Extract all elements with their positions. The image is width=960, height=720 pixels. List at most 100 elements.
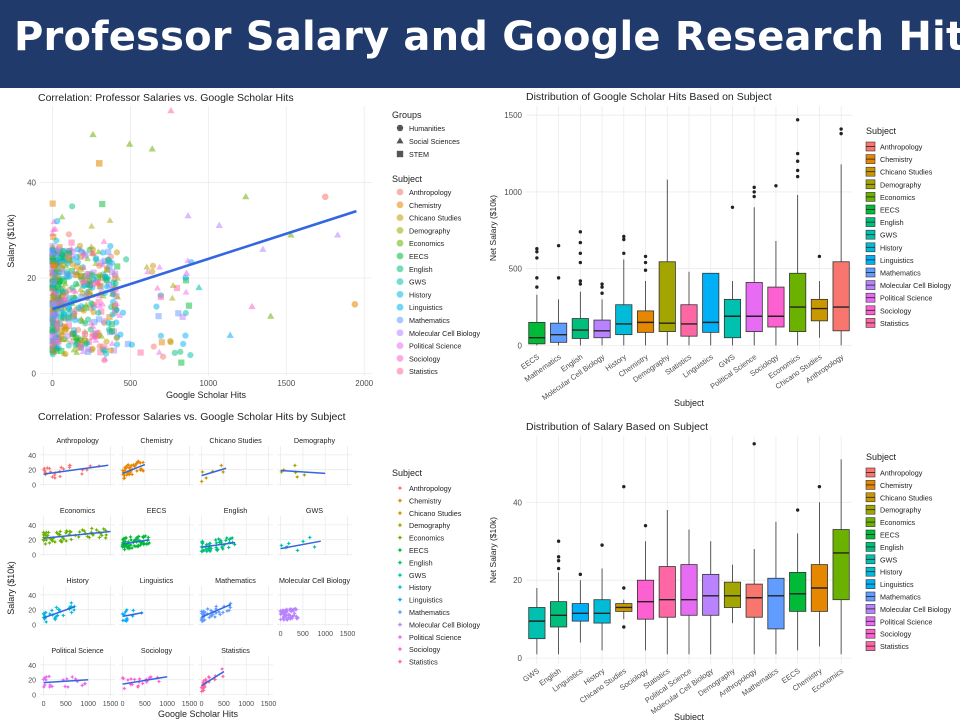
data-point-english: ✦	[206, 544, 212, 552]
legend-label: Political Science	[409, 342, 461, 351]
data-point-statistics	[167, 106, 175, 114]
facet-strip-label: English	[224, 506, 248, 515]
regression-line	[43, 530, 111, 539]
data-point-molecular-cell-biology: ✦	[278, 607, 284, 615]
data-point-molecular-cell-biology: ✦	[281, 614, 287, 622]
data-point-history	[64, 260, 71, 267]
data-point-english	[123, 256, 130, 263]
data-point-statistics	[97, 349, 104, 356]
data-point-economics: ✦	[68, 528, 74, 536]
data-point-english: ✦	[216, 535, 222, 543]
data-point-statistics	[68, 239, 75, 246]
data-point-anthropology	[99, 343, 106, 350]
outlier-point	[578, 279, 583, 283]
data-point-demography	[88, 222, 95, 229]
data-point-statistics	[137, 349, 144, 356]
data-point-eecs: ✦	[134, 534, 140, 542]
legend-title: Subject	[866, 126, 897, 136]
data-point-history: ✦	[68, 603, 74, 611]
x-tick-label: 1000	[238, 701, 254, 708]
data-point-eecs	[59, 254, 66, 261]
data-point-political-science	[49, 309, 56, 316]
data-point-eecs: ✦	[120, 542, 126, 550]
data-point-history: ✦	[52, 615, 58, 623]
y-tick-label: 0	[32, 693, 36, 700]
box-body	[528, 607, 546, 640]
data-point-eecs	[58, 347, 65, 355]
data-point-political-science	[116, 311, 124, 318]
data-point-anthropology: ✦	[80, 466, 86, 474]
box-molecular-cell-biology	[593, 282, 611, 346]
data-point-eecs	[49, 258, 57, 265]
data-point-chemistry: ✦	[138, 466, 144, 474]
data-point-chemistry: ✦	[129, 462, 135, 470]
legend-label: Economics	[409, 534, 445, 543]
data-point-english: ✦	[214, 546, 220, 554]
legend-label: EECS	[880, 531, 900, 540]
data-point-statistics: ✦	[200, 682, 206, 690]
data-point-molecular-cell-biology: ✦	[278, 608, 284, 616]
facet-sociology: Sociology050010001500✦✦✦✦✦✦✦✦✦✦✦✦✦✦✦✦✦✦✦…	[119, 646, 197, 708]
data-point-eecs: ✦	[125, 544, 131, 552]
data-point-english: ✦	[218, 537, 224, 545]
data-point-demography	[77, 285, 85, 292]
legend-key-mathematics	[396, 316, 404, 324]
data-point-history: ✦	[71, 607, 77, 615]
data-point-history: ✦	[53, 613, 59, 621]
data-point-chemistry: ✦	[133, 460, 139, 468]
x-tick-label: 1500	[103, 701, 119, 708]
box-statistics	[658, 510, 676, 655]
outlier-point	[839, 131, 843, 136]
x-tick-label: 500	[139, 701, 151, 708]
data-point-eecs: ✦	[125, 545, 131, 553]
legend-key-gws	[396, 278, 404, 285]
legend-key-stem	[396, 150, 404, 158]
data-point-eecs: ✦	[120, 539, 126, 547]
data-point-anthropology: ✦	[79, 470, 85, 478]
data-point-eecs	[108, 321, 115, 328]
data-point-chemistry	[74, 263, 81, 270]
y-tick-label: 1500	[504, 111, 522, 120]
data-point-sociology: ✦	[125, 676, 131, 684]
data-point-english	[112, 280, 119, 287]
data-point-eecs: ✦	[127, 545, 133, 553]
data-point-demography	[143, 263, 151, 270]
data-point-mathematics	[52, 312, 59, 320]
data-point-chemistry: ✦	[123, 465, 129, 473]
legend-label: Economics	[409, 239, 445, 248]
legend-label: Molecular Cell Biology	[409, 329, 480, 338]
x-tick-label: 1000	[199, 379, 217, 388]
data-point-eecs: ✦	[145, 541, 151, 549]
outlier-point	[556, 539, 561, 543]
data-point-eecs: ✦	[120, 543, 126, 551]
regression-line	[122, 676, 168, 685]
box-sociology	[636, 523, 655, 651]
data-point-molecular-cell-biology: ✦	[292, 605, 298, 613]
outlier-point	[556, 555, 561, 559]
data-point-chemistry: ✦	[121, 472, 127, 480]
data-point-eecs: ✦	[135, 542, 141, 550]
data-point-chemistry: ✦	[126, 464, 132, 472]
data-point-linguistics	[49, 247, 56, 254]
legend-key-gws: ✦	[397, 571, 404, 580]
box-body	[702, 573, 720, 616]
outlier-point	[600, 285, 604, 289]
data-point-anthropology: ✦	[43, 471, 49, 479]
data-point-history: ✦	[43, 619, 49, 627]
legend: Subject ✦ Anthropology ✦ Chemistry ✦ Chicano S…	[392, 468, 480, 667]
grid-layer: 0 500 1000 1500	[119, 656, 197, 708]
data-point-gws: ✦	[312, 544, 318, 552]
legend-label: Linguistics	[880, 256, 914, 265]
data-point-eecs: ✦	[120, 543, 126, 551]
data-point-anthropology: ✦	[41, 465, 47, 473]
data-point-linguistics	[180, 340, 187, 347]
data-point-english: ✦	[206, 547, 212, 555]
data-point-political-science	[89, 281, 96, 287]
data-point-economics: ✦	[54, 529, 60, 537]
data-point-economics: ✦	[90, 531, 96, 539]
box-body	[636, 310, 655, 333]
legend-label: GWS	[880, 555, 897, 564]
data-point-mathematics	[58, 268, 65, 275]
box-sociology	[767, 184, 785, 346]
data-point-english: ✦	[208, 545, 214, 553]
